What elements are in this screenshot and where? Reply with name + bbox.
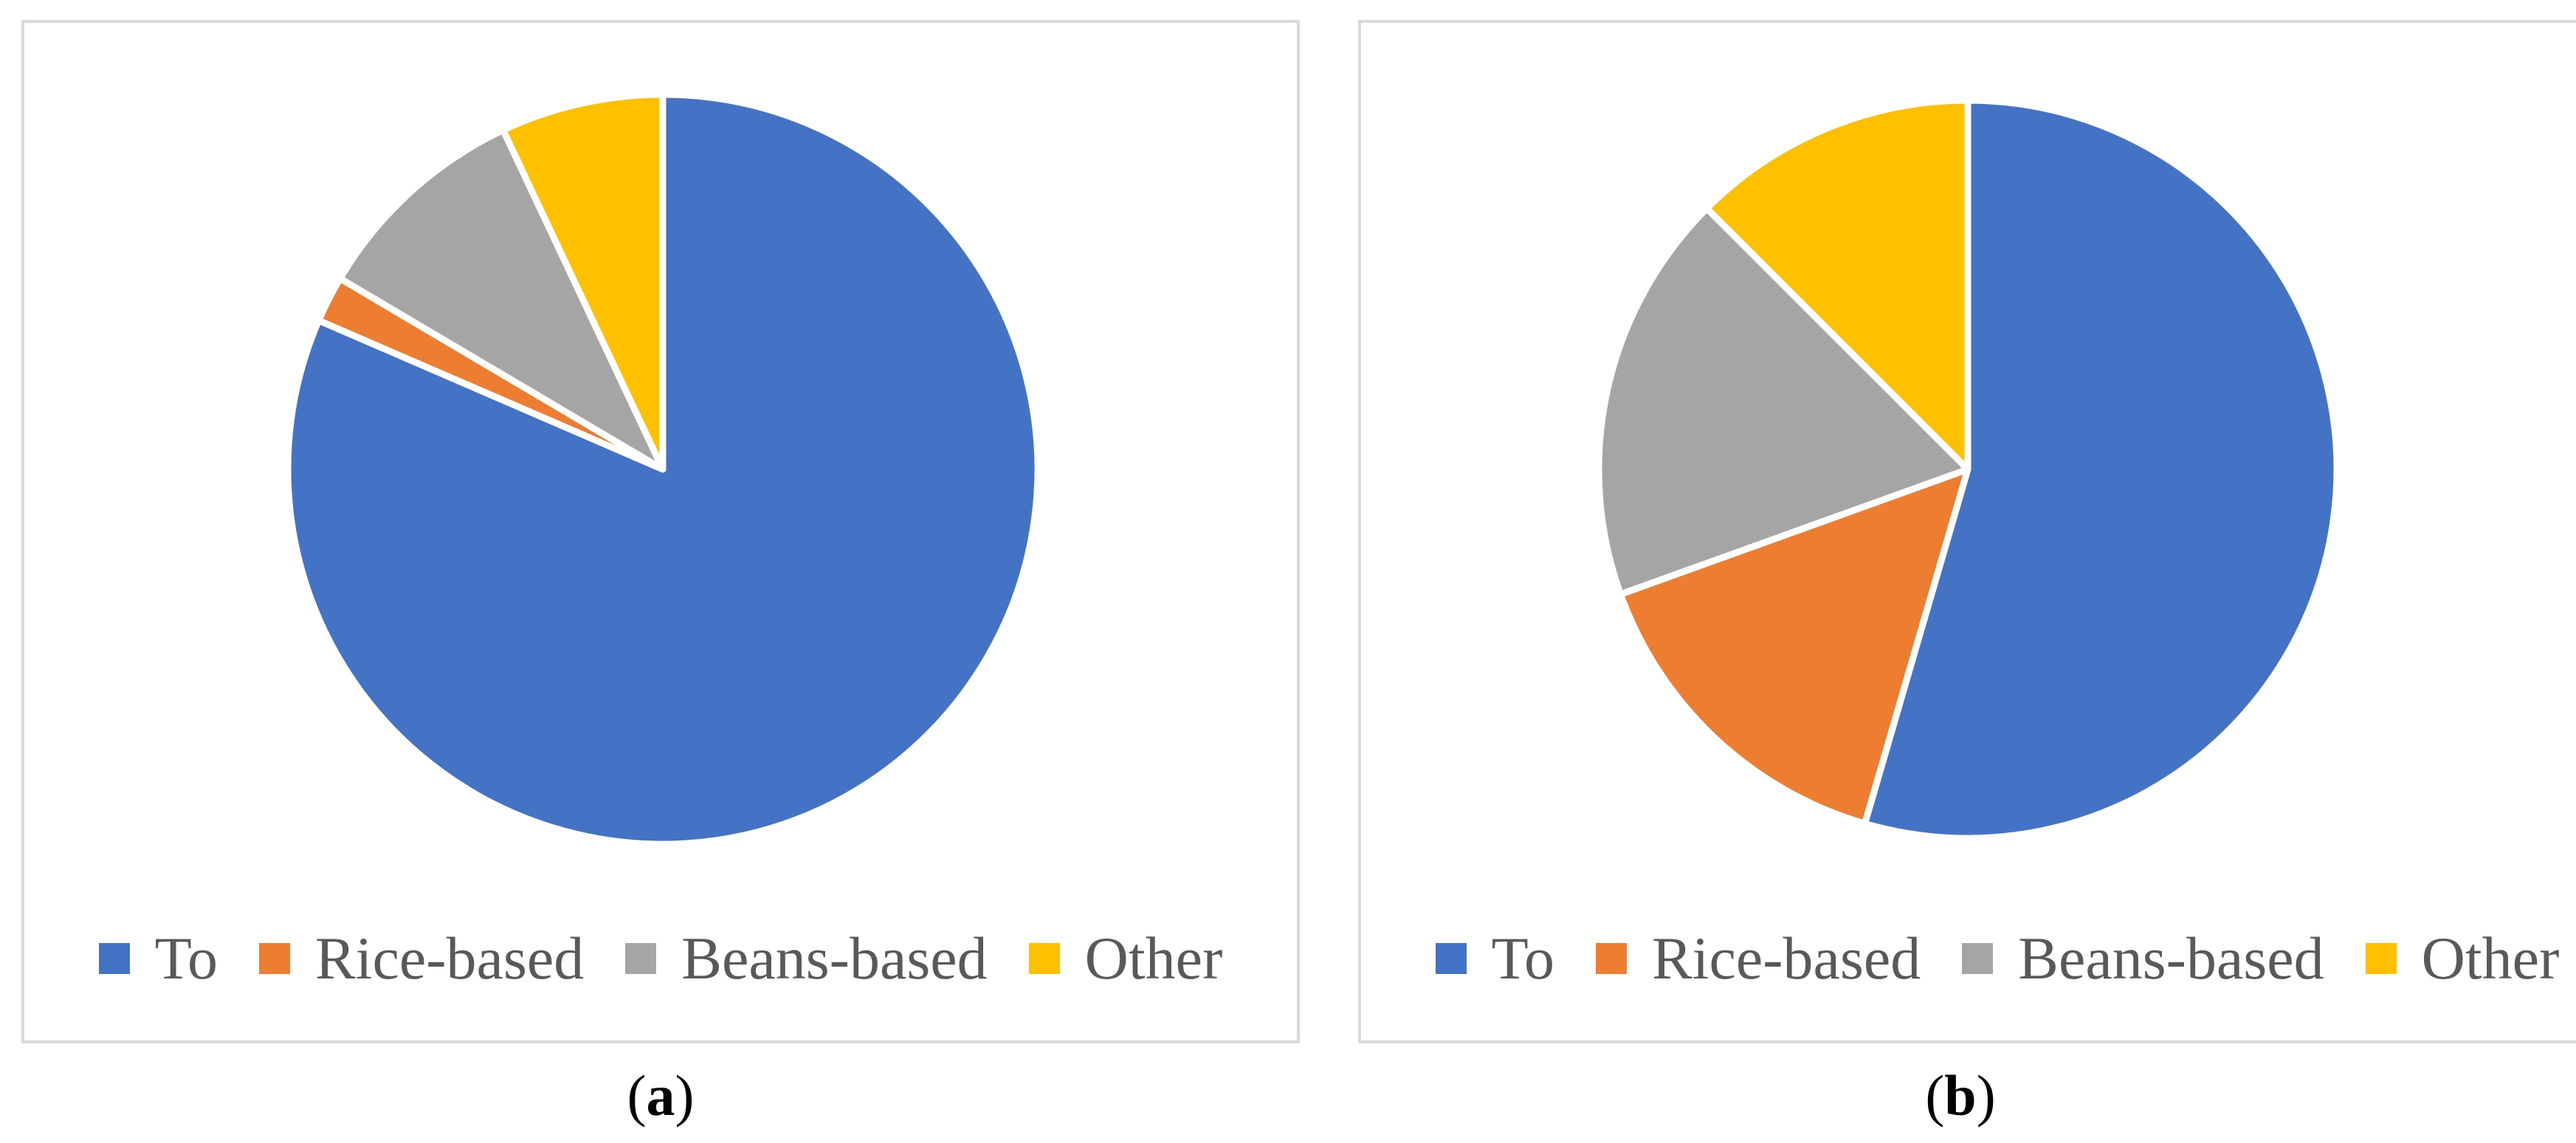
legend-label-beans-based: Beans-based xyxy=(2018,925,2324,992)
caption-a-close: ) xyxy=(675,1063,695,1128)
pie-chart-b xyxy=(1595,97,2341,842)
legend-swatch-other xyxy=(1028,943,1060,974)
legend-label-to: To xyxy=(1491,925,1554,992)
chart-panel-a: To Rice-based Beans-based Other xyxy=(21,20,1300,1043)
legend-swatch-beans-based xyxy=(625,943,657,974)
caption-b-open: ( xyxy=(1925,1063,1945,1128)
legend-item-to: To xyxy=(98,924,218,993)
legend-label-rice-based: Rice-based xyxy=(314,925,585,992)
legend-swatch-other xyxy=(2365,943,2397,974)
pie-slice-beans-based xyxy=(337,126,667,473)
caption-b-close: ) xyxy=(1976,1063,1996,1128)
legend-item-other: Other xyxy=(1028,924,1223,993)
legend-label-other: Other xyxy=(1084,925,1223,992)
pie-slice-to xyxy=(284,91,1041,848)
legend-swatch-rice-based xyxy=(1595,943,1627,974)
pie-slice-beans-based xyxy=(1595,204,1971,598)
caption-a-open: ( xyxy=(627,1063,647,1128)
pie-chart-a xyxy=(284,91,1041,848)
legend-b: To Rice-based Beans-based Other xyxy=(1361,922,2576,995)
legend-label-to: To xyxy=(154,925,218,992)
legend-swatch-to xyxy=(98,943,130,974)
chart-panel-b: To Rice-based Beans-based Other xyxy=(1358,20,2576,1043)
caption-b: (b) xyxy=(1850,1063,2071,1129)
legend-swatch-beans-based xyxy=(1962,943,1994,974)
legend-swatch-rice-based xyxy=(258,943,290,974)
caption-b-label: b xyxy=(1944,1063,1977,1128)
pie-slice-other xyxy=(1703,97,1971,473)
legend-item-beans-based: Beans-based xyxy=(1962,924,2324,993)
legend-label-rice-based: Rice-based xyxy=(1651,925,1921,992)
caption-a: (a) xyxy=(550,1063,771,1129)
legend-item-rice-based: Rice-based xyxy=(258,924,585,993)
legend-a: To Rice-based Beans-based Other xyxy=(24,922,1297,995)
legend-label-other: Other xyxy=(2421,925,2560,992)
pie-slice-rice-based xyxy=(1617,466,1971,827)
legend-item-to: To xyxy=(1435,924,1554,993)
pie-slice-to xyxy=(1862,97,2341,842)
pie-slice-other xyxy=(500,91,667,473)
legend-swatch-to xyxy=(1435,943,1467,974)
legend-item-beans-based: Beans-based xyxy=(625,924,988,993)
legend-item-other: Other xyxy=(2365,924,2560,993)
caption-a-label: a xyxy=(646,1063,675,1128)
legend-item-rice-based: Rice-based xyxy=(1595,924,1921,993)
legend-label-beans-based: Beans-based xyxy=(681,925,988,992)
